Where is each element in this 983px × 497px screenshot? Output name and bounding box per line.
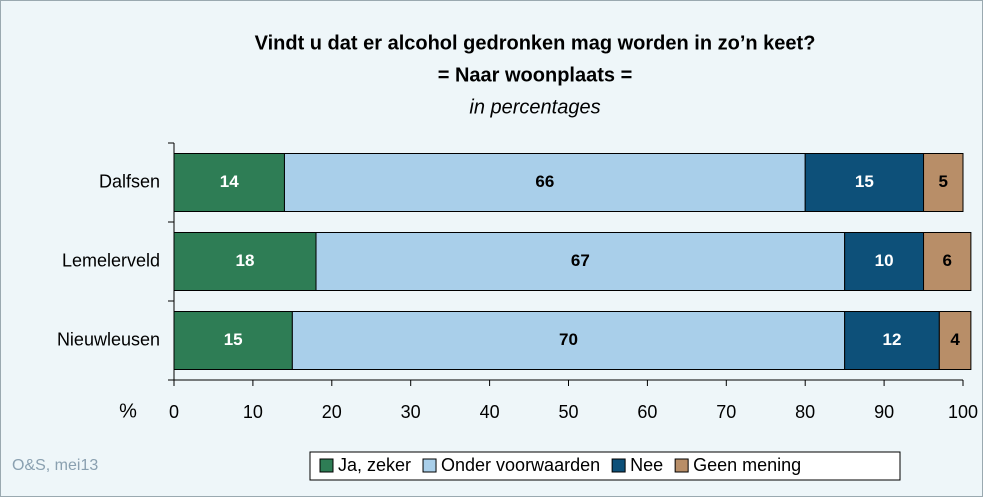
x-tick-label: 80	[795, 402, 815, 422]
legend-swatch	[674, 458, 689, 473]
bar-segment	[173, 153, 285, 212]
data-label: 5	[939, 172, 948, 191]
x-tick-label: 40	[480, 402, 500, 422]
y-tick-label: Lemelerveld	[62, 250, 160, 270]
data-label: 6	[942, 251, 951, 270]
bar-segment	[315, 232, 846, 291]
bar-segment	[173, 311, 293, 370]
x-tick-label: 50	[558, 402, 578, 422]
data-label: 12	[883, 330, 902, 349]
x-tick-label: 20	[322, 402, 342, 422]
legend-swatch	[611, 458, 626, 473]
chart-note: in percentages	[469, 96, 600, 118]
data-label: 67	[571, 251, 590, 270]
legend	[309, 451, 901, 481]
data-label: 4	[950, 330, 960, 349]
data-label: 18	[236, 251, 255, 270]
x-tick-label: 100	[948, 402, 978, 422]
data-label: 15	[224, 330, 243, 349]
x-tick-label: 90	[874, 402, 894, 422]
legend-label: Nee	[630, 455, 663, 475]
bar-segment	[938, 311, 972, 370]
x-axis-label: %	[119, 400, 137, 422]
x-tick-label: 60	[637, 402, 657, 422]
bar-segment	[283, 153, 806, 212]
x-tick-label: 30	[401, 402, 421, 422]
source: O&S, mei13	[12, 457, 98, 474]
data-label: 15	[855, 172, 874, 191]
y-tick-label: Nieuwleusen	[57, 329, 160, 349]
x-tick-label: 0	[169, 402, 179, 422]
x-tick-label: 10	[243, 402, 263, 422]
legend-label: Geen mening	[693, 455, 801, 475]
bar-segment	[923, 153, 964, 212]
bar-segment	[844, 232, 925, 291]
data-label: 70	[559, 330, 578, 349]
y-tick-label: Dalfsen	[99, 171, 160, 191]
data-label: 10	[875, 251, 894, 270]
chart-title: Vindt u dat er alcohol gedronken mag wor…	[255, 32, 816, 54]
x-tick-label: 70	[716, 402, 736, 422]
bar-segment	[173, 232, 317, 291]
legend-label: Onder voorwaarden	[441, 455, 600, 475]
data-label: 14	[220, 172, 239, 191]
chart-subtitle: = Naar woonplaats =	[438, 64, 633, 86]
data-label: 66	[535, 172, 554, 191]
legend-label: Ja, zeker	[338, 455, 411, 475]
legend-swatch	[422, 458, 437, 473]
bar-segment	[923, 232, 972, 291]
legend-swatch	[319, 458, 334, 473]
